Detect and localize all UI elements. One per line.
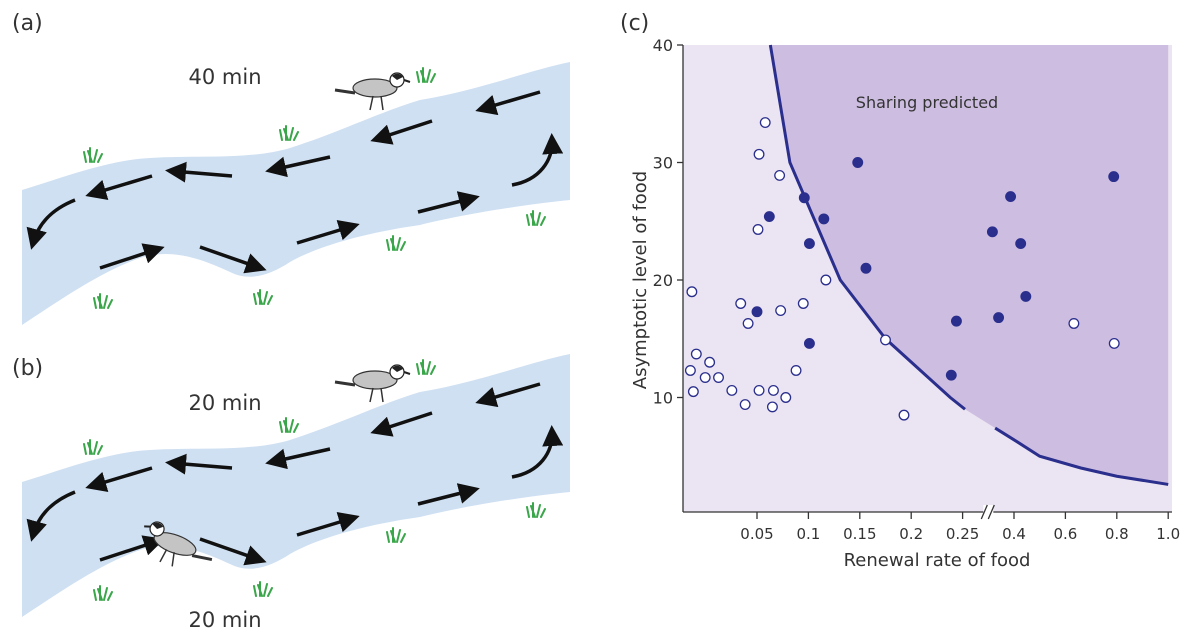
x-tick-label: 0.4 bbox=[1002, 525, 1026, 543]
filled-point bbox=[1015, 238, 1027, 250]
open-point bbox=[713, 372, 724, 383]
axis-break-gap bbox=[983, 505, 994, 519]
x-axis-label: Renewal rate of food bbox=[844, 550, 1031, 571]
filled-point bbox=[1005, 191, 1017, 203]
filled-point bbox=[1108, 171, 1120, 183]
open-point bbox=[752, 224, 764, 235]
open-point bbox=[699, 372, 711, 383]
filled-point bbox=[950, 315, 962, 327]
filled-point bbox=[1020, 291, 1032, 302]
time-label: 40 min bbox=[189, 65, 262, 89]
open-point bbox=[790, 365, 802, 376]
open-point bbox=[820, 274, 832, 286]
open-point bbox=[774, 169, 786, 181]
x-tick-label: 0.15 bbox=[843, 525, 876, 543]
open-point bbox=[739, 399, 751, 411]
y-axis-label: Asymptotic level of food bbox=[630, 171, 651, 389]
y-tick-label: 10 bbox=[653, 389, 673, 408]
open-point bbox=[690, 348, 702, 360]
open-point bbox=[687, 386, 699, 398]
axis-break bbox=[980, 504, 988, 520]
x-tick-label: 0.8 bbox=[1105, 525, 1129, 543]
open-point bbox=[726, 385, 738, 396]
open-point bbox=[880, 334, 891, 346]
filled-point bbox=[763, 211, 775, 223]
filled-point bbox=[818, 213, 830, 225]
open-point bbox=[735, 298, 747, 309]
x-tick-label: 0.6 bbox=[1053, 525, 1077, 543]
x-tick-label: 0.2 bbox=[899, 525, 923, 543]
x-tick-label: 0.05 bbox=[740, 525, 773, 543]
filled-point bbox=[986, 226, 998, 238]
x-tick-label: 0.25 bbox=[946, 525, 979, 543]
open-point bbox=[684, 365, 696, 376]
time-label: 20 min bbox=[189, 608, 262, 632]
x-tick-label: 0.1 bbox=[796, 525, 820, 543]
y-tick-label: 30 bbox=[653, 154, 673, 173]
open-point bbox=[766, 401, 778, 413]
open-point bbox=[753, 385, 765, 396]
filled-point bbox=[798, 192, 810, 204]
filled-point bbox=[751, 306, 763, 318]
open-point bbox=[898, 409, 910, 421]
open-point bbox=[1108, 338, 1120, 349]
open-point bbox=[759, 117, 771, 129]
boundary-curve bbox=[768, 44, 1169, 486]
y-tick-label: 40 bbox=[653, 36, 673, 55]
axis-break bbox=[987, 504, 995, 520]
open-point bbox=[1068, 318, 1080, 329]
open-point bbox=[742, 318, 754, 329]
open-point bbox=[686, 286, 698, 298]
panel-label: (b) bbox=[12, 356, 43, 381]
panel-label: (a) bbox=[12, 11, 43, 36]
filled-point bbox=[803, 338, 815, 349]
filled-point bbox=[860, 262, 872, 274]
open-point bbox=[704, 356, 716, 368]
annotation: Sharing predicted bbox=[856, 93, 998, 112]
open-point bbox=[753, 148, 765, 160]
time-label: 20 min bbox=[189, 391, 262, 415]
filled-point bbox=[803, 238, 815, 250]
open-point bbox=[775, 305, 787, 317]
sharing-region bbox=[770, 45, 1169, 485]
panel-label: (c) bbox=[620, 11, 649, 36]
filled-point bbox=[993, 312, 1005, 324]
open-point bbox=[767, 385, 779, 396]
open-point bbox=[797, 298, 809, 309]
filled-point bbox=[945, 369, 957, 381]
filled-point bbox=[852, 157, 864, 168]
x-tick-label: 1.0 bbox=[1156, 525, 1180, 543]
open-point bbox=[780, 392, 792, 403]
y-tick-label: 20 bbox=[653, 271, 673, 290]
